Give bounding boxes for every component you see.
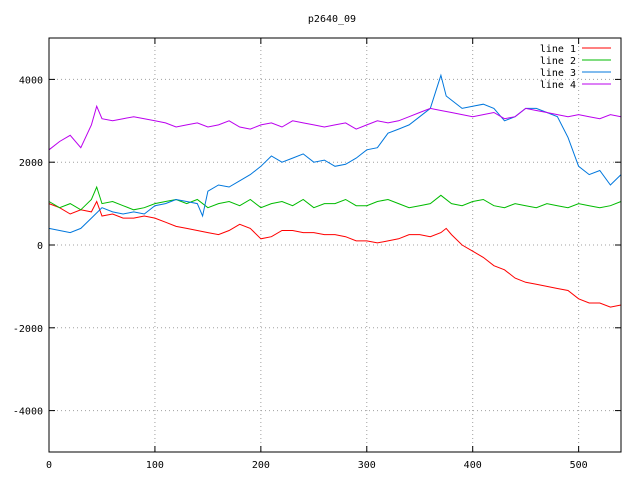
x-tick-label: 0 xyxy=(46,460,52,471)
y-tick-label: 0 xyxy=(37,241,43,252)
legend-label-2: line 2 xyxy=(540,56,576,67)
plot-frame xyxy=(48,37,622,453)
axis-ticks: 0 100 200 300 400 500 -4000 -2000 0 2000 4000 xyxy=(13,38,621,471)
legend-label-3: line 3 xyxy=(540,68,576,79)
series-line-2 xyxy=(48,185,622,211)
x-tick-label: 100 xyxy=(146,460,164,471)
y-tick-label: -2000 xyxy=(13,324,43,335)
series-group xyxy=(48,73,622,308)
x-tick-label: 300 xyxy=(358,460,376,471)
x-tick-label: 400 xyxy=(464,460,482,471)
x-tick-label: 200 xyxy=(252,460,270,471)
series-line-1 xyxy=(48,200,622,308)
chart-title: p2640_09 xyxy=(308,14,356,25)
y-tick-label: 4000 xyxy=(19,75,43,86)
x-tick-label: 500 xyxy=(570,460,588,471)
legend-label-4: line 4 xyxy=(540,80,576,91)
y-tick-label: -4000 xyxy=(13,407,43,418)
series-line-3 xyxy=(48,73,622,234)
grid-lines xyxy=(49,38,621,452)
legend-label-1: line 1 xyxy=(540,44,576,55)
series-line-4 xyxy=(48,104,622,151)
y-tick-label: 2000 xyxy=(19,158,43,169)
